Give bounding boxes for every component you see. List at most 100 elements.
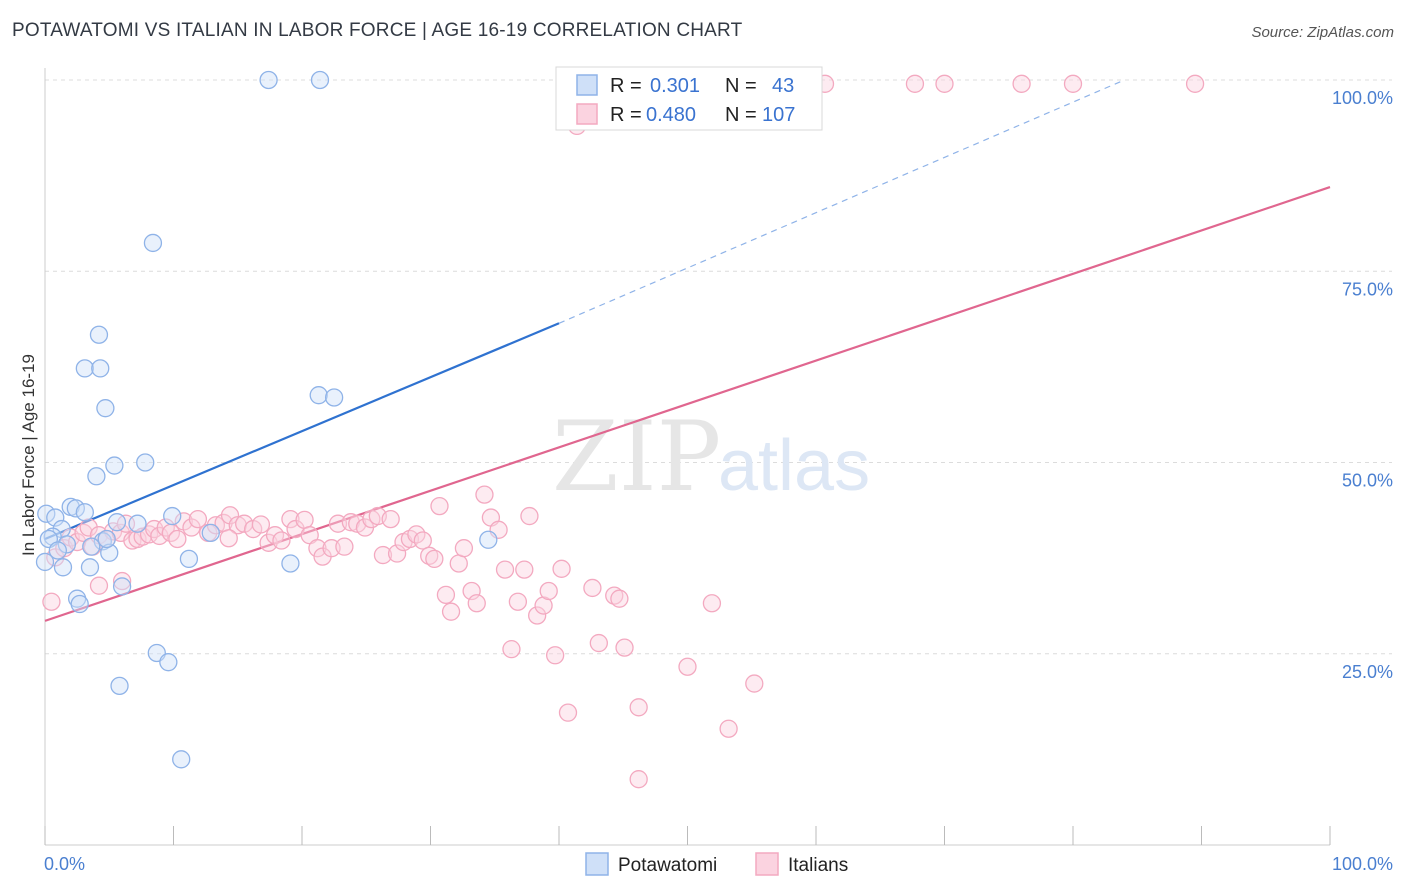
italians-point — [552, 559, 571, 578]
grid-lines — [45, 79, 1392, 655]
italians-point — [702, 594, 722, 613]
italians-point — [430, 496, 449, 516]
y-axis-label: In Labor Force | Age 16-19 — [19, 354, 38, 556]
italians-point — [381, 509, 400, 529]
bottom-legend-potawatomi: Potawatomi — [618, 855, 717, 876]
italians-point — [905, 74, 925, 93]
italians-trend-line — [44, 186, 1331, 622]
italians-point — [251, 515, 271, 534]
italians-point — [495, 560, 515, 579]
potawatomi-point — [48, 541, 67, 560]
watermark-zip: ZIP — [552, 401, 721, 513]
italians-point — [272, 531, 291, 550]
potawatomi-point — [35, 552, 55, 572]
potawatomi-point — [105, 456, 124, 475]
potawatomi-point — [70, 594, 89, 614]
legend-r-value-1: 0.301 — [650, 75, 700, 97]
legend: R = 0.301 N = 43 R = 0.480 N = 107 — [555, 66, 823, 131]
trend-lines — [44, 79, 1331, 622]
italians-point — [341, 513, 360, 532]
bottom-legend-italians: Italians — [788, 855, 848, 876]
italians-point — [335, 537, 354, 556]
legend-swatch-italians — [576, 103, 598, 125]
y-tick-label: 75.0% — [1342, 279, 1393, 299]
potawatomi-point — [110, 676, 129, 696]
legend-swatch-potawatomi — [576, 74, 598, 96]
italians-point — [678, 657, 697, 676]
watermark-atlas: atlas — [718, 426, 870, 506]
italians-point — [188, 509, 208, 529]
potawatomi-point — [82, 537, 101, 556]
potawatomi-point — [75, 359, 94, 378]
potawatomi-point — [201, 523, 220, 543]
legend-r-label-1: R = — [610, 75, 642, 97]
potawatomi-point — [53, 558, 73, 577]
x-tick-labels: 0.0% 100.0% — [44, 854, 1393, 874]
potawatomi-point — [87, 467, 106, 486]
italians-point — [413, 531, 432, 550]
legend-n-label-2: N = — [725, 104, 757, 126]
italians-point — [281, 509, 300, 529]
potawatomi-point — [96, 399, 115, 418]
potawatomi-point — [57, 535, 76, 554]
italians-point — [528, 606, 547, 625]
potawatomi-point — [37, 504, 56, 523]
italians-point — [629, 698, 648, 717]
x-tick-label: 0.0% — [44, 854, 85, 874]
italians-point — [935, 74, 954, 93]
italians-point — [387, 544, 407, 563]
source-credit: Source: ZipAtlas.com — [1251, 24, 1394, 41]
italians-point — [112, 571, 132, 591]
bottom-legend: Potawatomi Italians — [585, 852, 848, 876]
italians-point — [605, 586, 624, 605]
potawatomi-point — [136, 453, 155, 472]
legend-n-label-1: N = — [725, 75, 757, 97]
italians-point — [1063, 74, 1083, 93]
italians-point — [467, 594, 486, 613]
potawatomi-point — [179, 549, 199, 569]
italians-point — [168, 529, 187, 549]
legend-r-value-2: 0.480 — [646, 104, 696, 126]
y-tick-labels: 25.0% 50.0% 75.0% 100.0% — [1332, 88, 1393, 682]
y-tick-label: 50.0% — [1342, 471, 1393, 491]
potawatomi-point — [80, 558, 100, 577]
italians-point — [373, 545, 393, 565]
chart-title: POTAWATOMI VS ITALIAN IN LABOR FORCE | A… — [12, 20, 743, 41]
italians-point — [583, 578, 602, 598]
italians-point — [515, 560, 534, 579]
potawatomi-point — [89, 325, 109, 344]
potawatomi-point — [163, 506, 182, 526]
x-tick-label: 100.0% — [1332, 854, 1393, 874]
potawatomi-point — [66, 499, 85, 518]
potawatomi-point — [107, 513, 127, 532]
italians-point — [436, 585, 456, 604]
italians-point — [449, 554, 468, 573]
italians-point — [545, 646, 565, 665]
italians-point — [539, 581, 558, 601]
potawatomi-point — [324, 388, 344, 407]
italians-point — [610, 589, 629, 608]
italians-point — [520, 506, 539, 526]
italians-point — [219, 529, 238, 548]
potawatomi-point — [100, 543, 119, 562]
potawatomi-point — [91, 359, 110, 378]
italians-point — [475, 485, 494, 504]
y-tick-label: 100.0% — [1332, 88, 1393, 108]
axes — [44, 68, 1331, 846]
potawatomi-point — [479, 530, 498, 549]
potawatomi-point — [46, 508, 65, 527]
potawatomi-point — [159, 653, 178, 672]
potawatomi-point — [128, 514, 147, 533]
potawatomi-point — [143, 233, 163, 253]
legend-n-value-2: 107 — [762, 104, 795, 126]
potawatomi-point — [172, 750, 191, 769]
italians-point — [1012, 74, 1031, 93]
italians-point — [745, 674, 764, 693]
bottom-legend-swatch-italians — [755, 852, 779, 876]
italians-point — [89, 576, 109, 595]
italians-point — [79, 518, 98, 537]
potawatomi-points — [35, 70, 498, 769]
italians-point — [615, 638, 634, 657]
italians-point — [719, 719, 738, 738]
potawatomi-point — [259, 70, 278, 90]
